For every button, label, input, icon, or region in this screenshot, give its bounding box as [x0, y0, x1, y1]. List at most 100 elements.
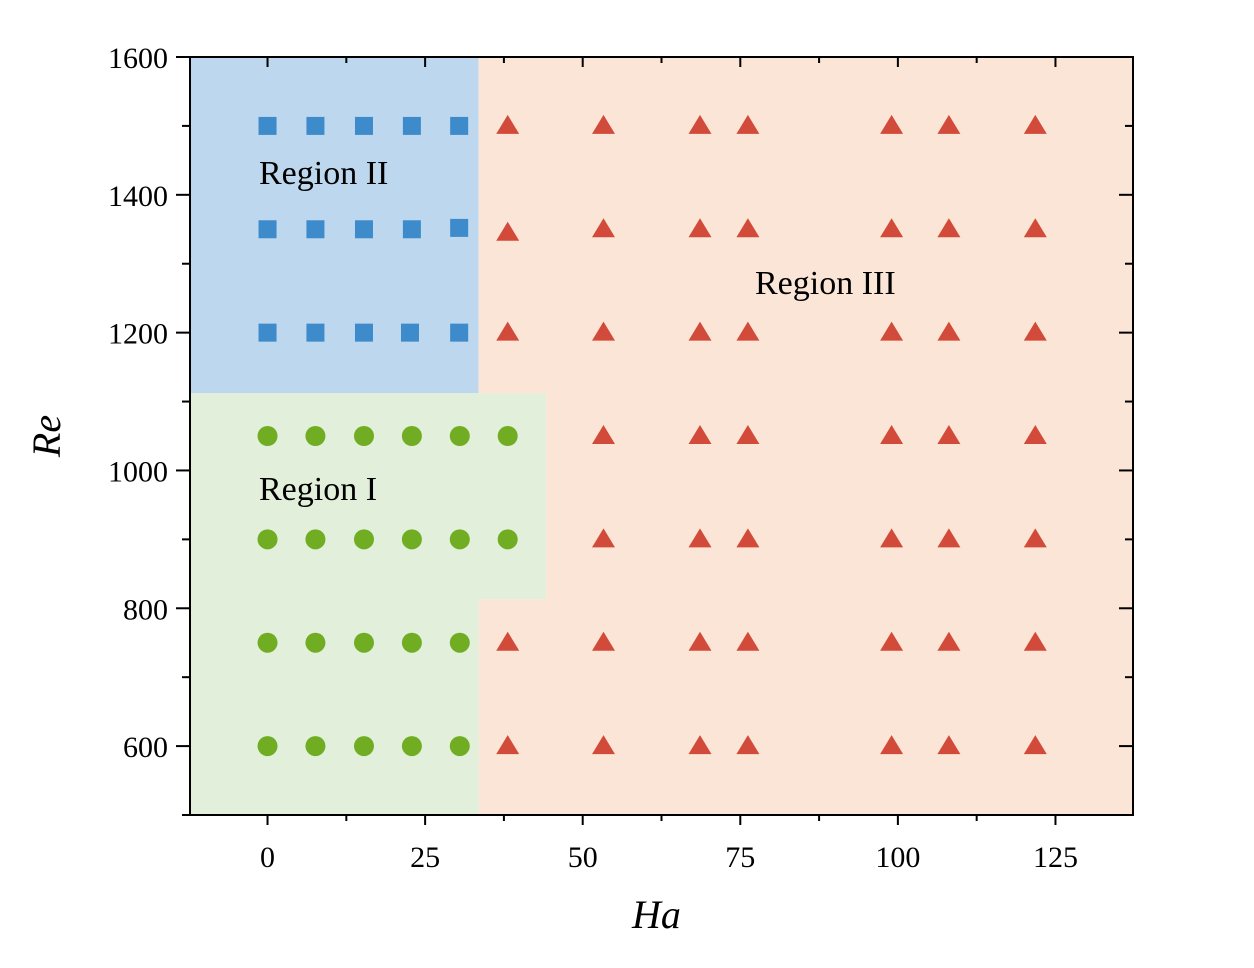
triangle-marker [688, 114, 712, 134]
triangle-marker [880, 114, 904, 134]
square-marker [306, 116, 325, 135]
square-marker [306, 323, 325, 342]
regions-layer [190, 57, 1133, 815]
square-marker [450, 323, 469, 342]
triangle-marker [937, 735, 961, 755]
triangle-marker [592, 528, 615, 548]
x-tick-label: 0 [260, 841, 275, 874]
circle-marker [401, 632, 422, 653]
circle-marker [257, 632, 278, 653]
triangle-marker [688, 321, 712, 341]
region-i-area [190, 393, 547, 815]
circle-marker [305, 426, 326, 446]
triangle-marker [736, 735, 760, 755]
region-iii-label: Region III [755, 265, 896, 302]
circle-marker [257, 736, 278, 757]
triangle-marker [496, 631, 520, 651]
triangle-marker [688, 735, 712, 755]
circle-marker [305, 529, 326, 550]
triangle-marker [880, 425, 904, 444]
circle-marker [401, 529, 422, 550]
y-tick-label: 1000 [108, 455, 168, 488]
triangle-marker [1023, 114, 1047, 134]
triangle-marker [592, 114, 615, 134]
triangle-marker [592, 631, 615, 651]
triangle-marker [592, 218, 615, 238]
square-marker [306, 220, 325, 239]
triangle-marker [937, 218, 961, 238]
circle-marker [353, 736, 374, 757]
region-i-label: Region I [259, 471, 377, 508]
triangle-marker [736, 114, 760, 134]
triangle-marker [937, 114, 961, 134]
triangle-marker [496, 735, 520, 755]
circle-marker [305, 736, 326, 757]
circle-marker [401, 736, 422, 757]
triangle-marker [736, 631, 760, 651]
axes-layer: 0 25 50 75 100 125 600 800 1000 1200 1400 1600 [108, 42, 1134, 874]
triangle-marker [592, 321, 615, 341]
triangle-marker [880, 528, 904, 548]
labels-layer: Ha Re Region II Region I Region III [24, 155, 896, 937]
circle-marker [497, 529, 518, 550]
y-tick-label: 1600 [108, 42, 168, 75]
y-tick-label: 600 [123, 731, 168, 764]
square-marker [258, 220, 277, 239]
x-tick-label: 50 [568, 841, 598, 874]
square-marker [354, 116, 373, 135]
square-marker [400, 323, 419, 342]
region-ii-label: Region II [259, 155, 388, 192]
region-ii-area [190, 57, 479, 394]
triangle-marker [1023, 218, 1047, 238]
triangle-marker [937, 321, 961, 341]
circle-marker [257, 529, 278, 550]
triangle-marker [496, 321, 520, 341]
x-tick-label: 125 [1033, 841, 1078, 874]
triangle-marker [736, 321, 760, 341]
triangle-marker [736, 218, 760, 238]
triangle-marker [1023, 425, 1047, 444]
triangle-marker [1023, 528, 1047, 548]
x-tick-label: 25 [410, 841, 440, 874]
triangle-marker [880, 735, 904, 755]
circle-marker [353, 632, 374, 653]
circle-marker [401, 426, 422, 446]
triangle-marker [880, 631, 904, 651]
square-marker [402, 220, 421, 239]
triangle-marker [592, 735, 615, 755]
square-marker [450, 218, 469, 237]
triangle-marker [496, 114, 520, 134]
circle-marker [353, 529, 374, 550]
triangle-marker [688, 425, 712, 444]
y-tick-label: 1200 [108, 318, 168, 351]
points-layer [257, 114, 1047, 757]
y-tick-label: 1400 [108, 180, 168, 213]
triangle-marker [592, 425, 615, 444]
triangle-marker [688, 528, 712, 548]
triangle-marker [937, 425, 961, 444]
triangle-marker [688, 218, 712, 238]
region-iii-area [478, 57, 1133, 815]
triangle-marker [1023, 321, 1047, 341]
square-marker [402, 116, 421, 135]
triangle-marker [736, 425, 760, 444]
triangle-marker [736, 528, 760, 548]
x-tick-label: 75 [725, 841, 755, 874]
triangle-marker [880, 218, 904, 238]
triangle-marker [1023, 631, 1047, 651]
circle-marker [305, 632, 326, 653]
triangle-marker [880, 321, 904, 341]
y-tick-label: 800 [123, 593, 168, 626]
square-marker [354, 323, 373, 342]
circle-marker [449, 426, 470, 446]
circle-marker [497, 426, 518, 446]
circle-marker [449, 736, 470, 757]
square-marker [258, 116, 277, 135]
circle-marker [257, 426, 278, 446]
circle-marker [449, 632, 470, 653]
triangle-marker [496, 221, 520, 241]
triangle-marker [688, 631, 712, 651]
circle-marker [449, 529, 470, 550]
